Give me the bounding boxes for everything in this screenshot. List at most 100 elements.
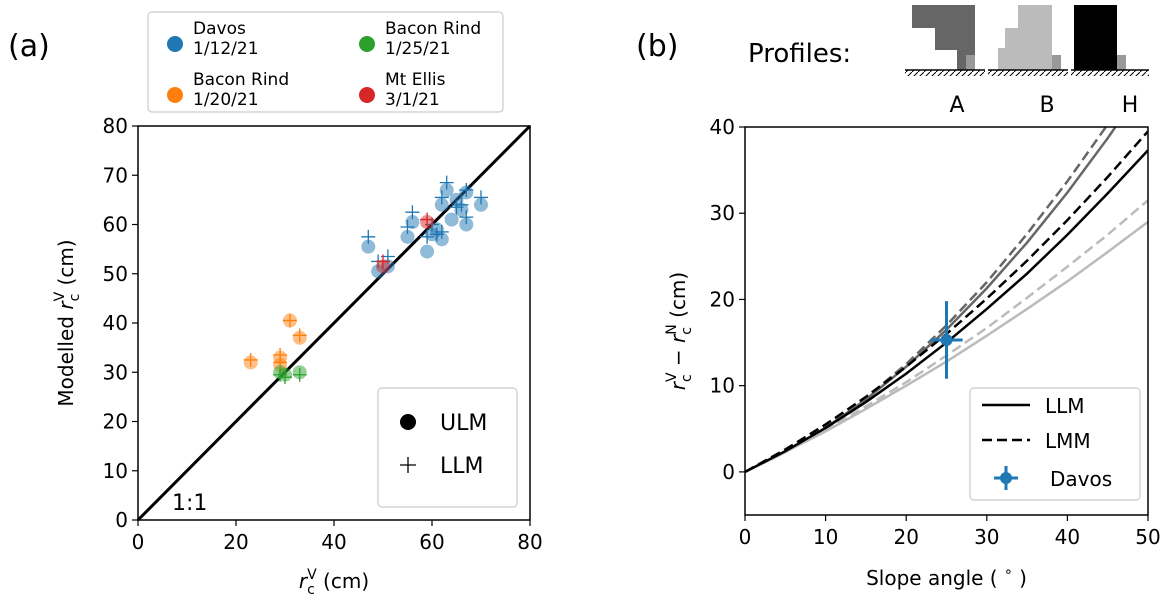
plus xyxy=(400,219,415,234)
identity-label: 1:1 xyxy=(172,491,207,516)
llm-marker xyxy=(454,197,469,212)
label-part: (cm) xyxy=(666,272,690,324)
legend-label: Bacon Rind xyxy=(193,70,289,90)
plus xyxy=(459,210,474,225)
y-tick-label: 20 xyxy=(103,410,128,434)
legend-label: 1/12/21 xyxy=(193,39,259,59)
label-part: c xyxy=(67,294,83,302)
x-tick-label: 60 xyxy=(419,530,444,554)
label-part: r xyxy=(666,380,690,390)
profile-label: A xyxy=(949,93,964,118)
llm-marker xyxy=(282,313,297,328)
ulm-point xyxy=(439,183,454,198)
ulm-point xyxy=(434,197,449,212)
llm-marker xyxy=(278,370,292,385)
plus xyxy=(292,328,307,343)
x-tick-label: 40 xyxy=(1055,525,1080,549)
llm-marker xyxy=(420,229,435,244)
llm-marker xyxy=(292,367,307,382)
legend-marker xyxy=(359,36,375,52)
label-part: V xyxy=(664,372,680,382)
y-axis-label: Modelled rcV (cm) xyxy=(52,239,83,406)
plus xyxy=(434,190,449,205)
llm-marker xyxy=(243,352,258,367)
label-part: ∘ xyxy=(1004,564,1013,580)
legend-box xyxy=(969,387,1141,501)
label-part: c xyxy=(679,327,695,335)
y-tick-label: 80 xyxy=(103,114,128,138)
ulm-point xyxy=(474,197,488,212)
legend-label: LMM xyxy=(1045,429,1091,453)
llm-marker xyxy=(434,190,449,205)
y-tick-label: 10 xyxy=(103,459,128,483)
label-part: r xyxy=(666,333,690,343)
legend-marker xyxy=(167,87,183,103)
plus xyxy=(243,352,258,367)
y-tick-label: 50 xyxy=(103,262,128,286)
ulm-point xyxy=(459,217,474,232)
plus xyxy=(405,205,420,220)
y-tick-label: 30 xyxy=(710,201,735,225)
ulm-point xyxy=(405,215,420,230)
label-part: c xyxy=(679,374,695,382)
y-axis-label: rcV − rcN (cm) xyxy=(664,272,695,390)
plus xyxy=(454,197,469,212)
x-tick-label: 20 xyxy=(893,525,918,549)
llm-marker xyxy=(459,210,474,225)
plus xyxy=(282,313,297,328)
label-part: V xyxy=(307,567,317,583)
plus xyxy=(439,175,454,190)
label-part: ) xyxy=(1013,566,1027,590)
label-part: Modelled xyxy=(54,310,78,407)
label-part: (cm) xyxy=(317,569,369,593)
x-tick-label: 80 xyxy=(517,530,542,554)
x-tick-label: 20 xyxy=(223,530,248,554)
panel-label: (b) xyxy=(636,29,678,64)
plus xyxy=(459,183,474,198)
plus xyxy=(420,229,435,244)
x-tick-label: 50 xyxy=(1135,525,1160,549)
y-tick-label: 60 xyxy=(103,213,128,237)
x-tick-label: 0 xyxy=(132,530,145,554)
plus xyxy=(474,190,488,205)
x-tick-label: 30 xyxy=(974,525,999,549)
x-tick-label: 0 xyxy=(739,525,752,549)
legend-marker xyxy=(359,87,375,103)
plus xyxy=(420,212,435,227)
plus xyxy=(361,229,376,244)
plus xyxy=(434,224,449,239)
panel-label: (a) xyxy=(8,29,50,64)
plus xyxy=(376,254,390,269)
label-part: V xyxy=(52,291,68,301)
legend-box xyxy=(147,11,504,113)
data-point xyxy=(940,333,953,346)
llm-marker xyxy=(420,212,435,227)
label-part: r xyxy=(54,300,78,310)
legend-label: 1/20/21 xyxy=(193,90,259,110)
plus xyxy=(400,457,416,473)
label-part: − xyxy=(666,343,690,372)
plus xyxy=(278,370,292,385)
x-tick-label: 10 xyxy=(813,525,838,549)
legend-label: LLM xyxy=(440,454,484,479)
ulm-point xyxy=(434,232,449,247)
plot-area xyxy=(745,127,1148,474)
legend-label: Davos xyxy=(1050,467,1112,491)
llm-marker xyxy=(361,229,376,244)
label-part: c xyxy=(307,582,315,598)
ulm-point xyxy=(444,212,459,227)
llm-marker xyxy=(439,175,454,190)
legend-label: Bacon Rind xyxy=(385,19,481,39)
x-tick-label: 40 xyxy=(321,530,346,554)
label-part: r xyxy=(299,569,309,593)
label-part: N xyxy=(664,324,680,334)
legend-label: LLM xyxy=(1045,394,1085,418)
y-tick-label: 30 xyxy=(103,360,128,384)
profiles-title: Profiles: xyxy=(748,39,851,69)
profile-label: H xyxy=(1122,93,1139,118)
y-tick-label: 20 xyxy=(710,287,735,311)
legend-marker xyxy=(400,414,416,430)
label-part: Slope angle ( xyxy=(866,566,1004,590)
